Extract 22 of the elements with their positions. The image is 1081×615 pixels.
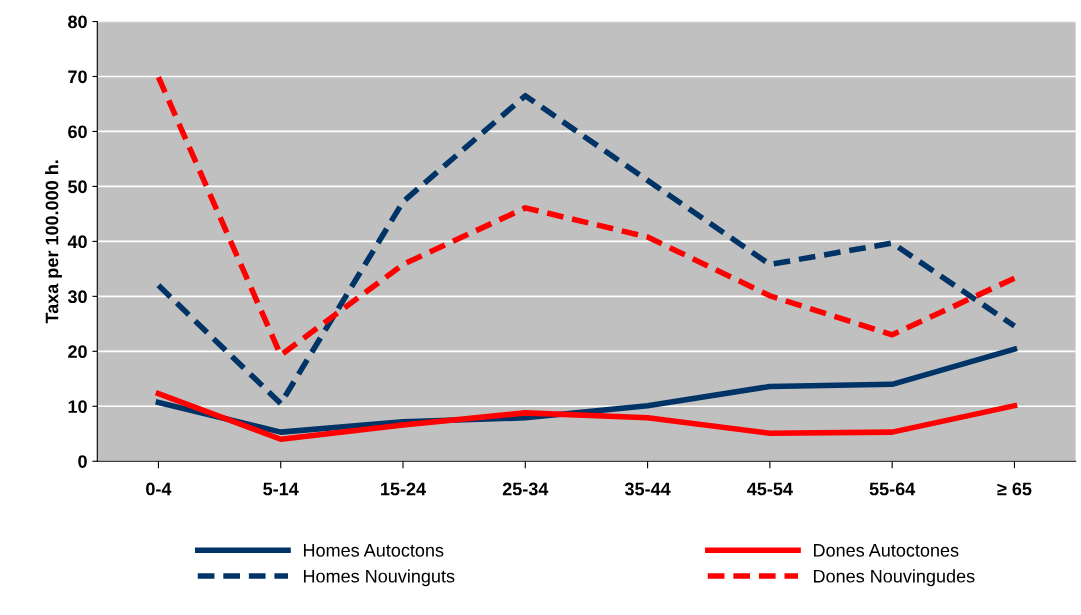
legend-label: Dones Autoctones [814, 544, 959, 557]
y-tick-label: 10 [68, 400, 87, 413]
y-tick-label: 20 [68, 345, 87, 359]
y-tick-label: 80 [68, 15, 87, 29]
x-tick-label: 15-24 [381, 482, 427, 496]
legend-label: Dones Nouvingudes [814, 569, 975, 587]
y-tick-label: 30 [67, 290, 87, 304]
x-tick-label: ≥ 65 [997, 482, 1032, 496]
y-tick-label: 60 [68, 125, 87, 139]
x-tick-label: 35-44 [624, 482, 671, 496]
x-tick-label: 45-54 [747, 482, 793, 496]
y-tick-label: 0 [78, 455, 87, 468]
x-tick-label: 0-4 [146, 482, 172, 496]
legend-label: Homes Nouvinguts [303, 569, 455, 587]
y-tick-label: 40 [67, 235, 87, 249]
x-tick-label: 5-14 [263, 482, 299, 496]
y-axis-title: Taxa per 100.000 h. [45, 160, 62, 324]
legend-label: Homes Autoctons [303, 544, 444, 557]
y-tick-label: 70 [68, 70, 87, 84]
y-tick-label: 50 [68, 180, 87, 194]
x-tick-label: 55-64 [869, 482, 916, 496]
x-tick-label: 25-34 [502, 482, 549, 496]
